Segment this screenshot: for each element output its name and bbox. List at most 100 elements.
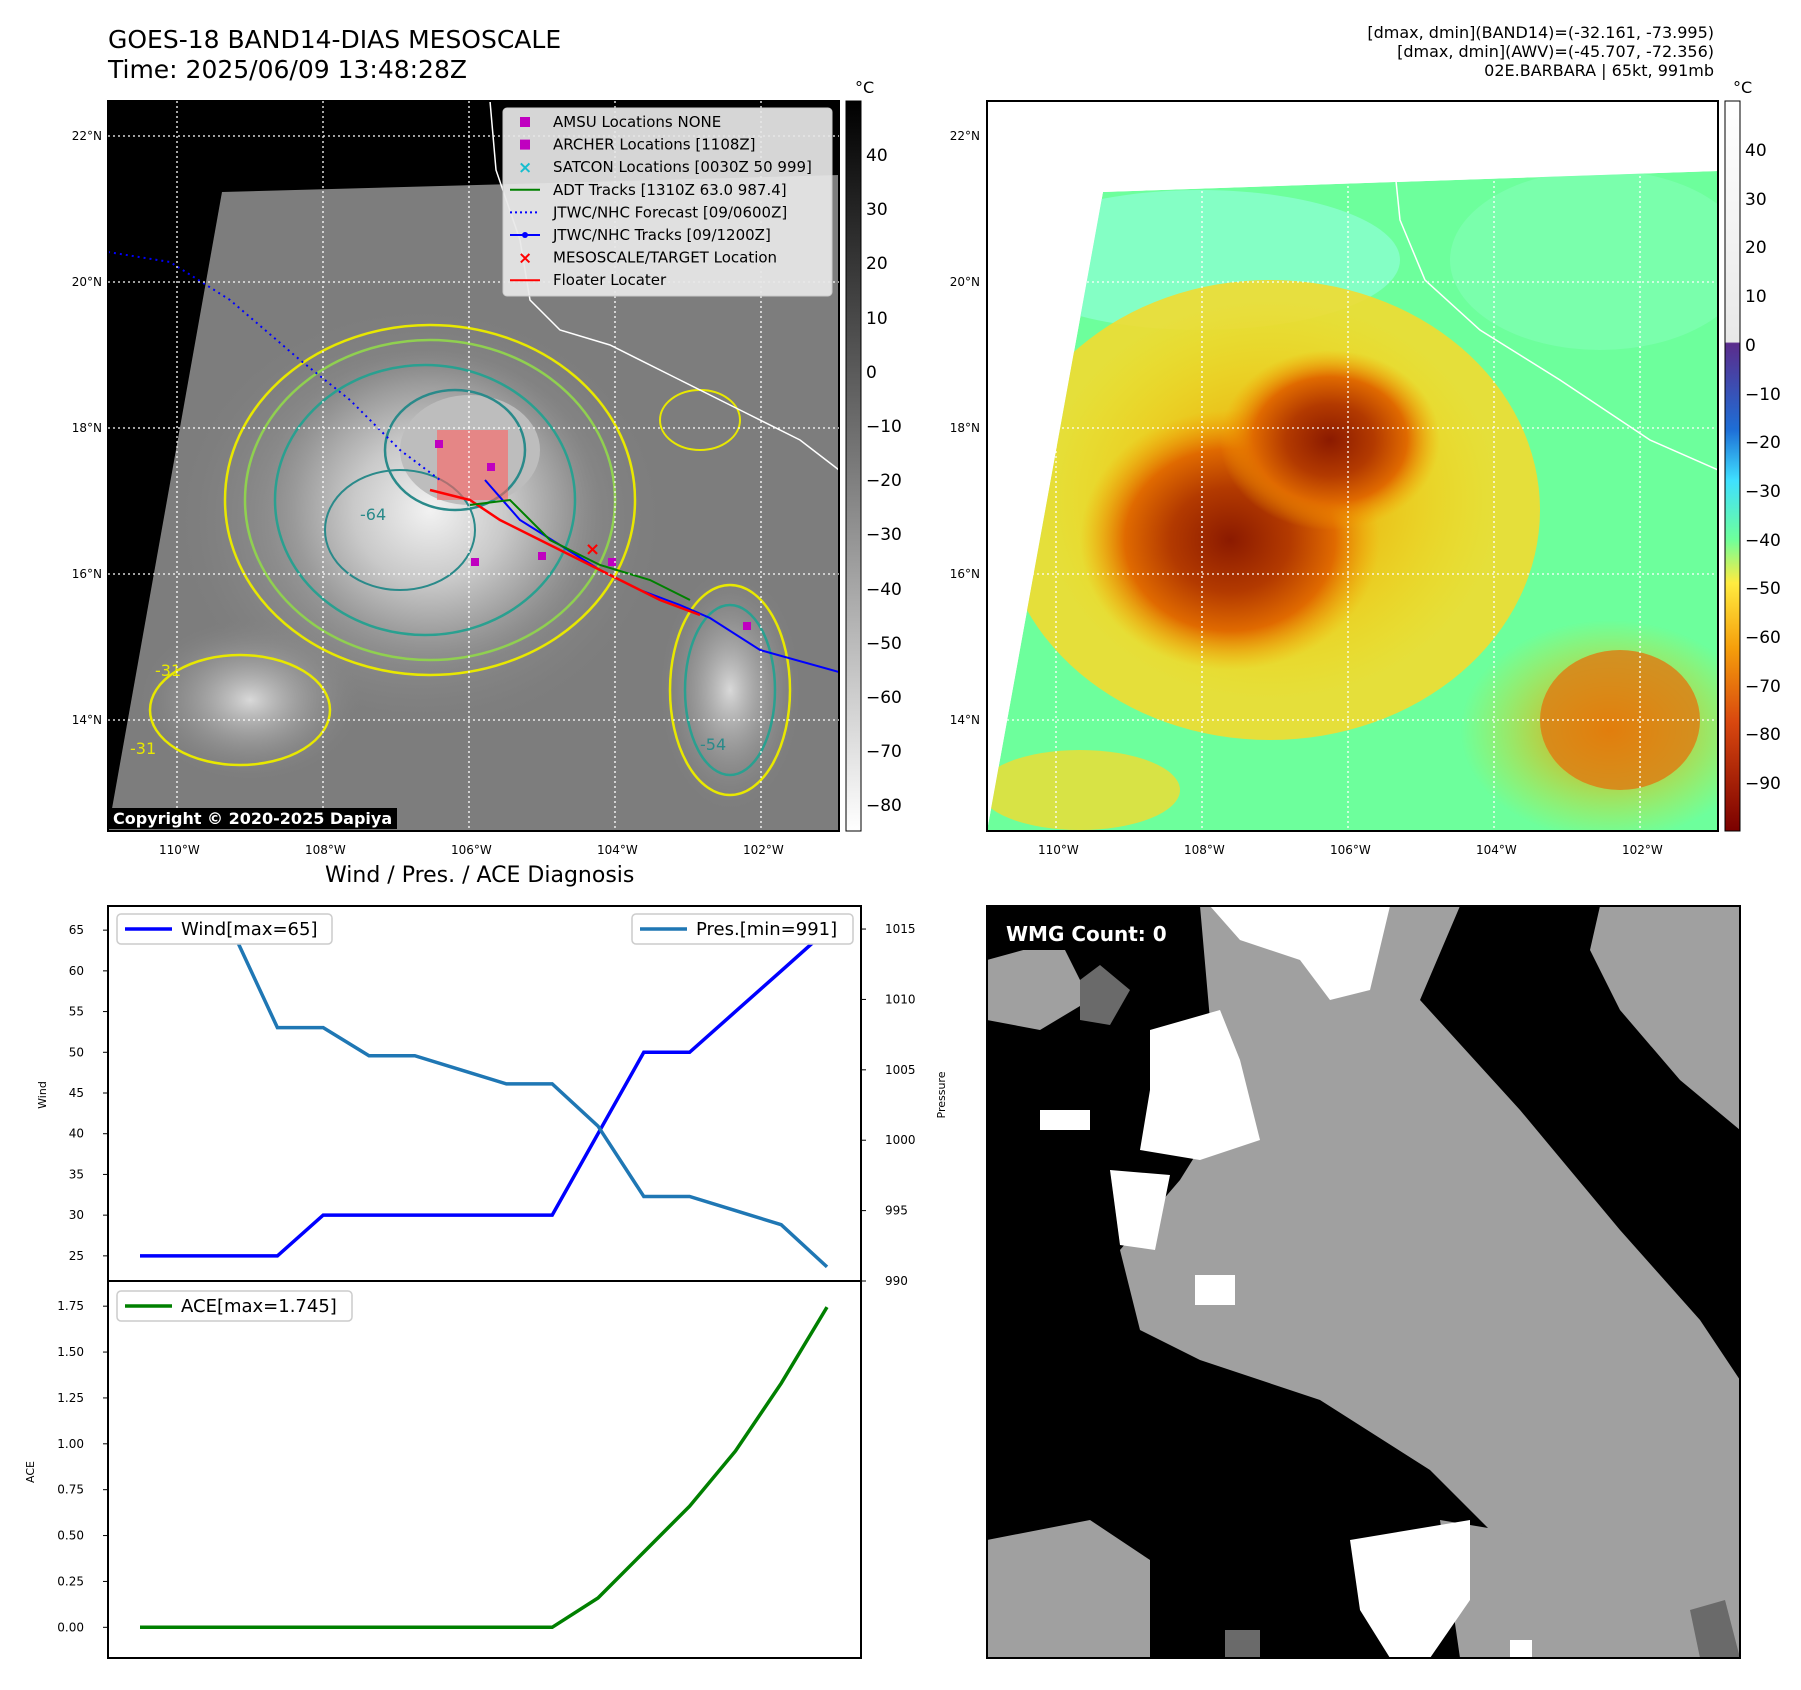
lat-tick-label: 20°N (71, 275, 102, 289)
colorbar-right-tick: −50 (1745, 579, 1781, 600)
lat-tick-label: 16°N (949, 567, 980, 581)
map-legend-label: Floater Locater (553, 271, 667, 289)
contour-label: -31 (155, 661, 181, 680)
y-tick-label: 40 (69, 1127, 84, 1141)
y-tick-label: 1.25 (57, 1391, 84, 1405)
svg-text:×: × (585, 539, 600, 560)
diagnosis-title: Wind / Pres. / ACE Diagnosis (325, 863, 635, 888)
y-tick-label: 990 (885, 1274, 908, 1288)
storm-info: [dmax, dmin](BAND14)=(-32.161, -73.995) … (1367, 23, 1714, 80)
ace-plot-frame (107, 1280, 862, 1659)
colorbar-left-tick: −10 (866, 417, 902, 437)
y-axis-label: ACE (24, 1461, 37, 1483)
colorbar-right-tick: 30 (1745, 189, 1767, 210)
y-tick-label: 35 (69, 1167, 84, 1181)
lat-tick-label: 20°N (949, 275, 980, 289)
lon-tick-label: 108°W (305, 843, 346, 857)
map-legend-label: AMSU Locations NONE (553, 113, 721, 131)
y-tick-label: 25 (69, 1249, 84, 1263)
map-legend-label: ARCHER Locations [1108Z] (553, 136, 756, 154)
contour-label: -64 (360, 505, 386, 524)
colorbar-left-tick: 30 (866, 200, 888, 221)
map-legend-entry: Floater Locater (510, 271, 667, 289)
y-tick-label: 45 (69, 1086, 84, 1100)
lon-tick-label: 102°W (1622, 843, 1663, 857)
wmg-count-badge: WMG Count: 0 (998, 918, 1175, 950)
map-legend (502, 107, 833, 297)
map-legend-label: SATCON Locations [0030Z 50 999] (553, 158, 812, 176)
colorbar-left-tick: −80 (866, 796, 902, 817)
lat-tick-label: 14°N (949, 713, 980, 727)
y-axis-label: Pressure (935, 1071, 948, 1118)
chart-legend: ACE[max=1.745] (116, 1290, 353, 1322)
svg-text:×: × (518, 158, 532, 178)
y-tick-label: 1.50 (57, 1345, 84, 1359)
map-legend-label: MESOSCALE/TARGET Location (553, 249, 777, 267)
info-storm-summary: 02E.BARBARA | 65kt, 991mb (1484, 61, 1714, 80)
page-title: GOES-18 BAND14-DIAS MESOSCALE Time: 2025… (108, 25, 561, 85)
map-legend-svg: AMSU Locations NONE ARCHER Locations [110… (510, 113, 812, 289)
chart-legend: Pres.[min=991] (631, 913, 854, 945)
wind-pressure-plot-frame (107, 905, 862, 1282)
lon-tick-label: 102°W (743, 843, 784, 857)
lon-tick-label: 110°W (159, 843, 200, 857)
y-tick-label: 0.75 (57, 1483, 84, 1497)
colorbar-left-tick: −60 (866, 688, 902, 708)
colorbar-left-tick: −40 (866, 579, 902, 600)
colorbar-right-tick: −90 (1745, 774, 1781, 795)
colorbar-left-tick: −20 (866, 471, 902, 492)
ace-series-line (140, 1306, 829, 1630)
info-awv-range: [dmax, dmin](AWV)=(-45.707, -72.356) (1397, 42, 1714, 61)
copyright-badge: Copyright © 2020-2025 Dapiya (108, 808, 398, 829)
y-tick-label: 60 (69, 964, 84, 978)
y-tick-label: 30 (69, 1208, 84, 1222)
map-legend-entries: AMSU Locations NONE ARCHER Locations [110… (508, 111, 830, 299)
colorbar-right-tick: −80 (1745, 725, 1781, 746)
colorbar-left-unit: °C (855, 78, 875, 97)
map-legend-entry: AMSU Locations NONE (520, 113, 721, 131)
svg-text:×: × (518, 249, 532, 269)
contour-label: -31 (130, 739, 156, 758)
y-tick-label: 1000 (885, 1133, 916, 1147)
map-legend-entry: JTWC/NHC Forecast [09/0600Z] (510, 203, 787, 221)
y-tick-label: 50 (69, 1045, 84, 1059)
colorbar-right-tick: −10 (1745, 384, 1781, 405)
lon-tick-label: 110°W (1038, 843, 1079, 857)
chart-legend-label: Pres.[min=991] (696, 919, 837, 940)
colorbar-left-tick: 20 (866, 254, 888, 275)
map-legend-label: JTWC/NHC Tracks [09/1200Z] (552, 226, 771, 244)
colorbar-right-tick: −40 (1745, 530, 1781, 551)
lat-tick-label: 14°N (71, 713, 102, 727)
map-legend-entry: ARCHER Locations [1108Z] (520, 136, 756, 154)
colorbar-left (845, 100, 862, 832)
colorbar-left-tick: 10 (866, 308, 888, 329)
lat-tick-label: 18°N (949, 421, 980, 435)
lon-tick-label: 104°W (1476, 843, 1517, 857)
map-legend-entry: ADT Tracks [1310Z 63.0 987.4] (510, 181, 787, 199)
colorbar-left-tick: −50 (866, 633, 902, 654)
chart-legend-label: ACE[max=1.745] (181, 1296, 337, 1317)
y-axis-label: Wind (36, 1081, 49, 1109)
title-line-product: GOES-18 BAND14-DIAS MESOSCALE (108, 25, 562, 54)
lon-tick-label: 106°W (451, 843, 492, 857)
colorbar-right-tick: 40 (1745, 141, 1767, 161)
map-legend-entry: × MESOSCALE/TARGET Location (518, 249, 777, 269)
lat-tick-label: 18°N (71, 421, 102, 435)
colorbar-right-unit: °C (1733, 78, 1753, 97)
colorbar-left-tick: 0 (866, 362, 877, 383)
lon-tick-label: 106°W (1330, 843, 1371, 857)
y-tick-label: 0.00 (57, 1620, 84, 1634)
title-line-time: Time: 2025/06/09 13:48:28Z (108, 55, 467, 84)
chart-legend: Wind[max=65] (116, 913, 333, 945)
colorbar-right-tick: −60 (1745, 628, 1781, 648)
y-tick-label: 0.50 (57, 1529, 84, 1543)
colorbar-right (1724, 100, 1741, 832)
colorbar-right-tick: 0 (1745, 335, 1756, 356)
lon-tick-label: 104°W (597, 843, 638, 857)
contour-label: -54 (700, 735, 726, 754)
colorbar-right-tick: 20 (1745, 238, 1767, 259)
y-tick-label: 65 (69, 923, 84, 937)
